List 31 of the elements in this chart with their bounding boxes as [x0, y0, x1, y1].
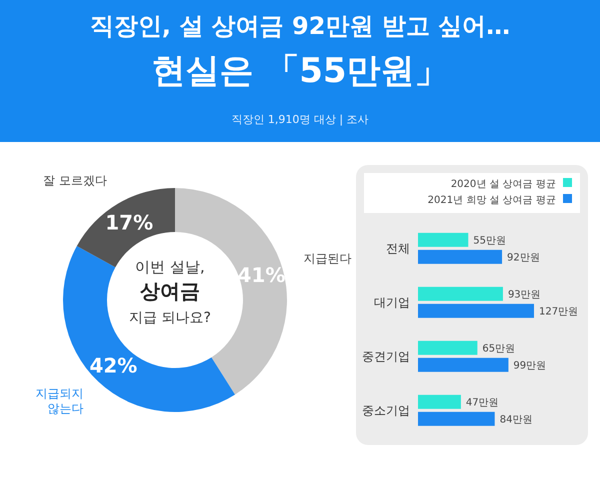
- bar: [418, 232, 468, 247]
- chart-subtitle: 현실은 「55만원」: [150, 50, 450, 93]
- y-tick-label: 전체: [386, 241, 410, 256]
- chart-title: 직장인, 설 상여금 92만원 받고 싶어…: [88, 11, 512, 42]
- bar: [418, 304, 534, 318]
- bar: [418, 412, 495, 426]
- data-label: 42%: [89, 354, 138, 378]
- slice-label: 잘 모르겠다: [42, 174, 107, 188]
- data-label: 99만원: [513, 360, 546, 372]
- bar: [418, 394, 461, 409]
- data-label: 47만원: [466, 397, 499, 408]
- bar: [418, 340, 478, 355]
- data-label: 84만원: [500, 414, 532, 426]
- slice-label: 지급되지 않는다: [35, 386, 84, 416]
- bar: [418, 358, 508, 372]
- text: 이번 설날, 상여금 지급 되나요?: [129, 258, 211, 326]
- slice-label: 지급된다: [304, 252, 352, 266]
- data-label: 65만원: [482, 343, 516, 354]
- legend-label: 2020년 설 상여금 평균: [450, 178, 557, 192]
- y-tick-label: 대기업: [374, 295, 410, 310]
- bar: [418, 250, 502, 264]
- data-label: 93만원: [508, 289, 541, 300]
- bar: [418, 286, 503, 301]
- data-label: 55만원: [473, 235, 506, 246]
- y-tick-label: 중견기업: [362, 349, 410, 364]
- data-label: 17%: [105, 210, 154, 235]
- data-label: 127만원: [539, 306, 578, 318]
- data-label: 92만원: [507, 252, 540, 264]
- text: 직장인 1,910명 대상 | 조사: [230, 112, 370, 127]
- y-tick-label: 중소기업: [362, 403, 410, 418]
- legend-label: 2021년 희망 설 상여금 평균: [426, 194, 557, 208]
